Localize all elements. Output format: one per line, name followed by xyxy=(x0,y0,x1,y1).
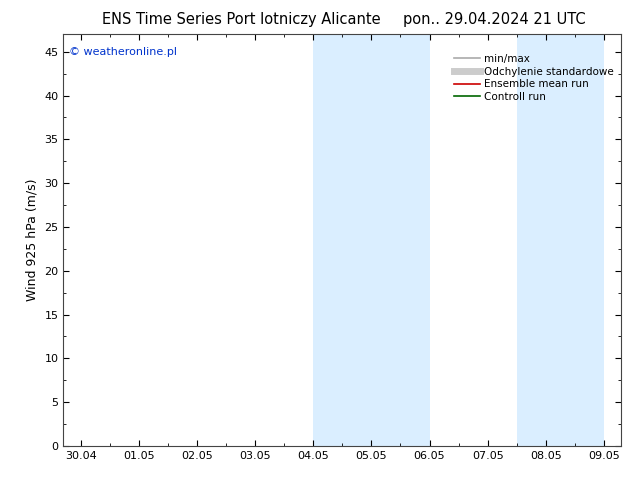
Bar xyxy=(517,34,604,446)
Text: ENS Time Series Port lotniczy Alicante: ENS Time Series Port lotniczy Alicante xyxy=(101,12,380,27)
Text: pon.. 29.04.2024 21 UTC: pon.. 29.04.2024 21 UTC xyxy=(403,12,586,27)
Legend: min/max, Odchylenie standardowe, Ensemble mean run, Controll run: min/max, Odchylenie standardowe, Ensembl… xyxy=(452,52,616,104)
Text: © weatheronline.pl: © weatheronline.pl xyxy=(69,47,177,57)
Bar xyxy=(313,34,429,446)
Y-axis label: Wind 925 hPa (m/s): Wind 925 hPa (m/s) xyxy=(26,179,39,301)
